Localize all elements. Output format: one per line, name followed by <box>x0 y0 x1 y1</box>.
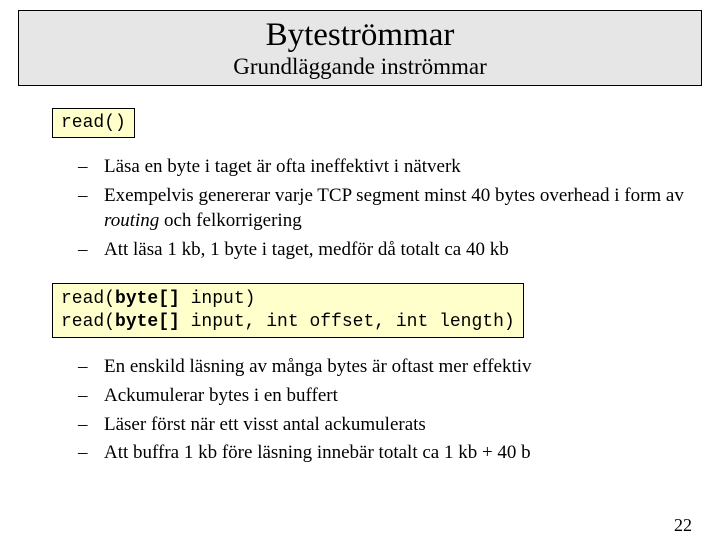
header-band: Byteströmmar Grundläggande inströmmar <box>18 10 702 86</box>
list-item: – Ackumulerar bytes i en buffert <box>78 383 720 409</box>
list-item: – Läser först när ett visst antal ackumu… <box>78 412 720 438</box>
list-item: – Läsa en byte i taget är ofta ineffekti… <box>78 154 720 180</box>
code-box-read-array: read(byte[] input) read(byte[] input, in… <box>52 283 524 338</box>
slide-title: Byteströmmar <box>19 17 701 53</box>
list-item: – En enskild läsning av många bytes är o… <box>78 354 720 380</box>
dash-icon: – <box>78 237 104 263</box>
dash-icon: – <box>78 383 104 409</box>
dash-icon: – <box>78 354 104 380</box>
list-item: – Att buffra 1 kb före läsning innebär t… <box>78 440 720 466</box>
bullet-list-2: – En enskild läsning av många bytes är o… <box>78 354 720 466</box>
dash-icon: – <box>78 412 104 438</box>
code-box-read: read() <box>52 108 135 138</box>
dash-icon: – <box>78 440 104 466</box>
dash-icon: – <box>78 183 104 234</box>
dash-icon: – <box>78 154 104 180</box>
page-number: 22 <box>674 515 692 536</box>
list-item: – Exempelvis genererar varje TCP segment… <box>78 183 720 234</box>
list-item: – Att läsa 1 kb, 1 byte i taget, medför … <box>78 237 720 263</box>
slide-subtitle: Grundläggande inströmmar <box>19 53 701 81</box>
bullet-list-1: – Läsa en byte i taget är ofta ineffekti… <box>78 154 720 263</box>
